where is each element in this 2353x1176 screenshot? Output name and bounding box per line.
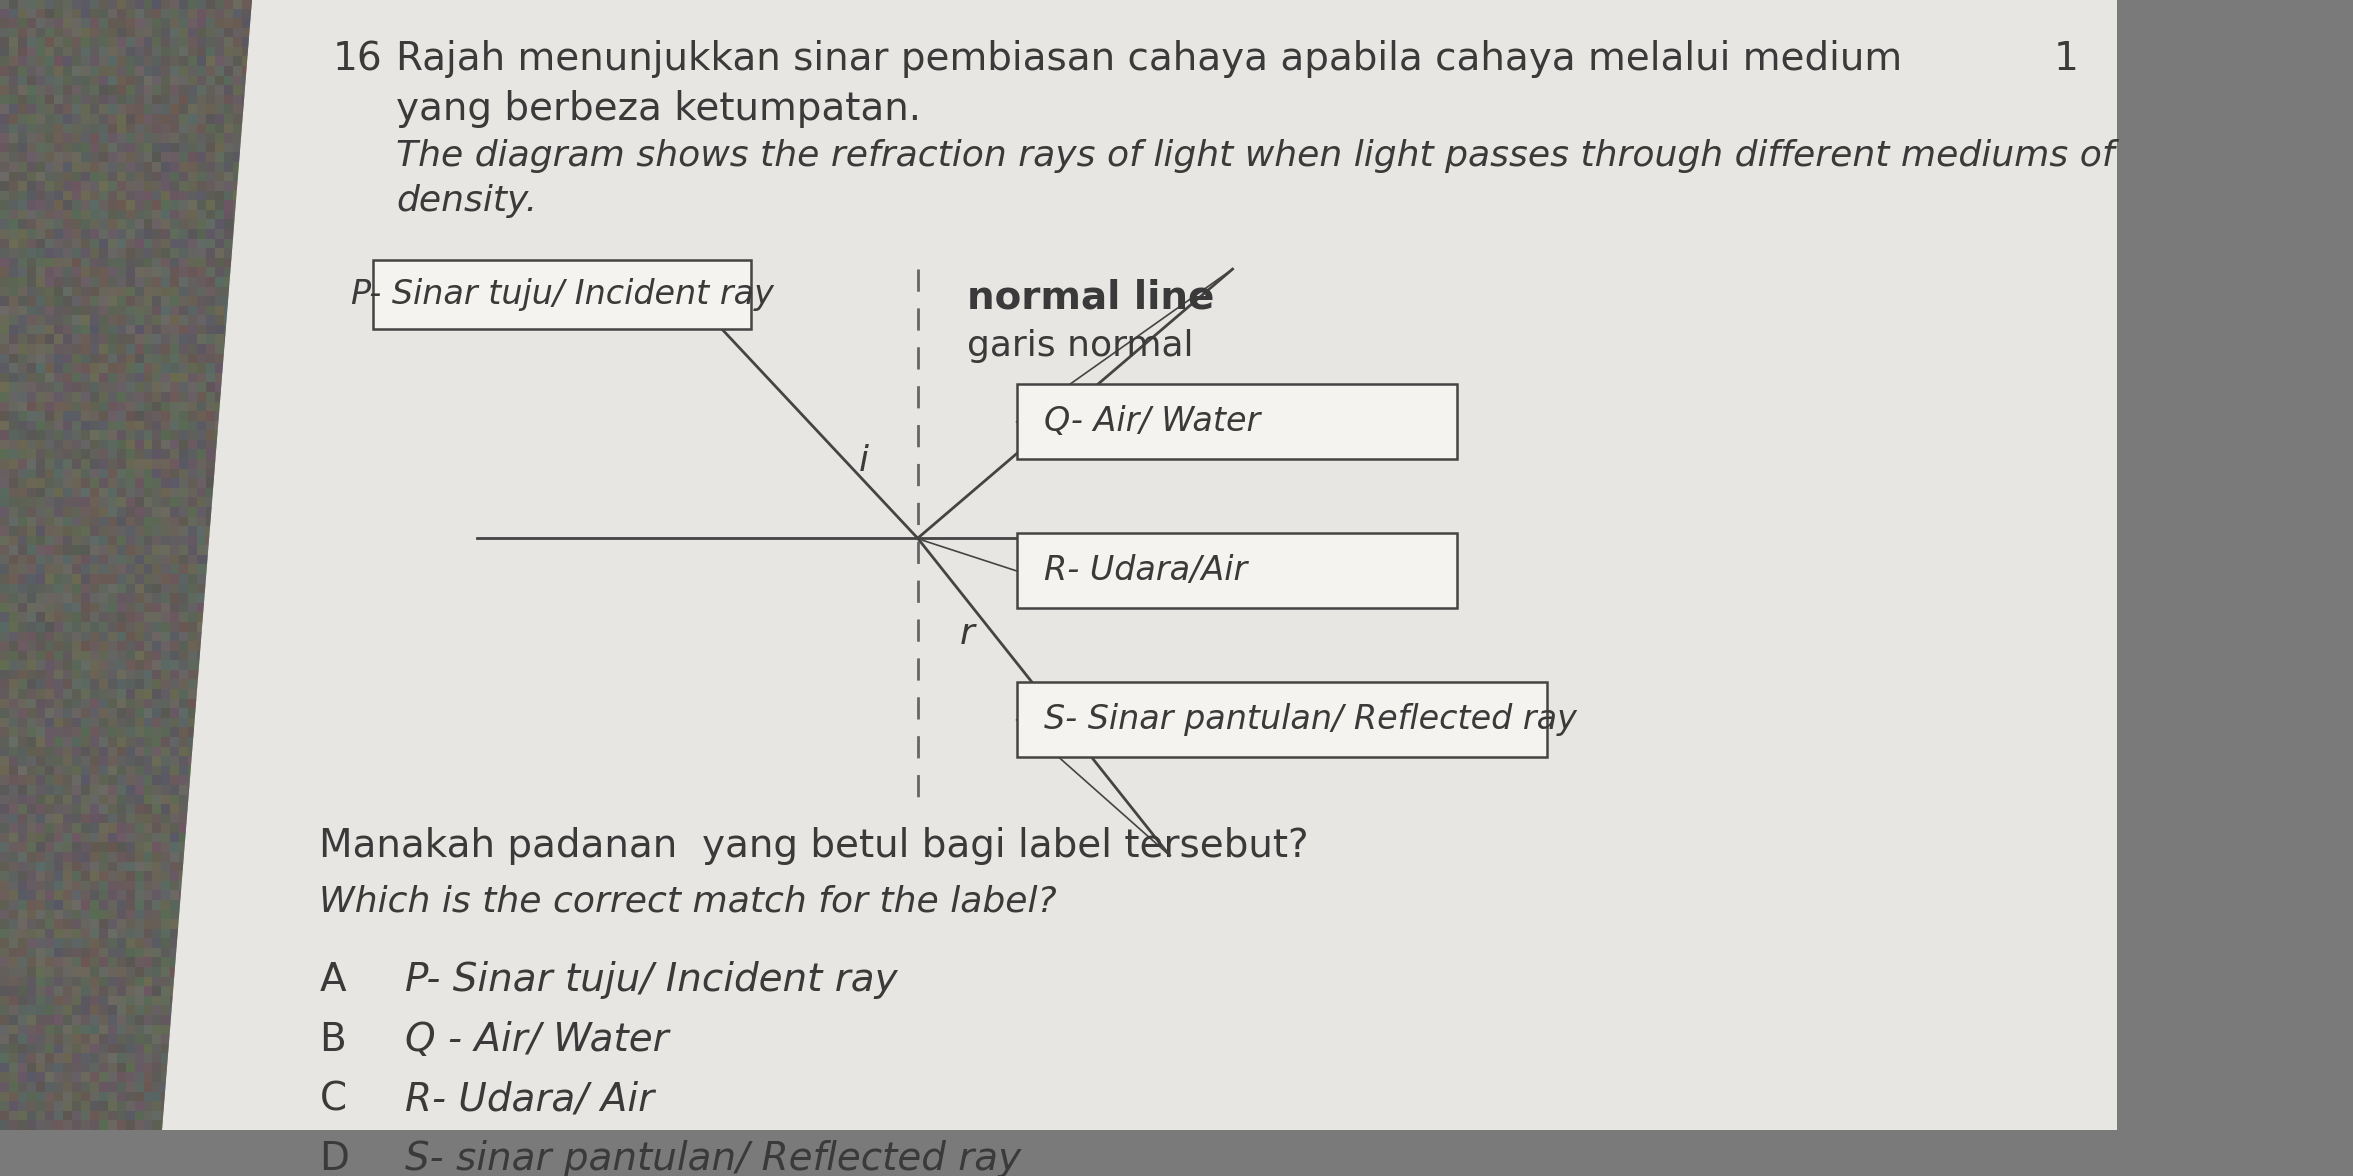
Text: S- Sinar pantulan/ Reflected ray: S- Sinar pantulan/ Reflected ray [1045,703,1577,736]
Text: garis normal: garis normal [967,329,1193,363]
Text: P- Sinar tuju/ Incident ray: P- Sinar tuju/ Incident ray [405,961,896,1000]
Text: 16: 16 [332,40,384,79]
Bar [1016,682,1548,757]
Text: Which is the correct match for the label?: Which is the correct match for the label… [320,884,1056,918]
Text: R- Udara/ Air: R- Udara/ Air [405,1081,654,1118]
Text: 1: 1 [2054,40,2078,79]
Text: P- Sinar tuju/ Incident ray: P- Sinar tuju/ Incident ray [351,278,774,310]
Bar [374,260,751,329]
Text: R- Udara/Air: R- Udara/Air [1045,554,1247,588]
Text: r: r [960,617,974,652]
Text: Manakah padanan  yang betul bagi label tersebut?: Manakah padanan yang betul bagi label te… [320,827,1308,864]
Text: B: B [320,1021,346,1058]
Text: The diagram shows the refraction rays of light when light passes through differe: The diagram shows the refraction rays of… [395,140,2115,219]
Bar [1016,385,1457,460]
Text: C: C [320,1081,346,1118]
Text: Rajah menunjukkan sinar pembiasan cahaya apabila cahaya melalui medium
yang berb: Rajah menunjukkan sinar pembiasan cahaya… [395,40,1901,128]
Text: S- sinar pantulan/ Reflected ray: S- sinar pantulan/ Reflected ray [405,1140,1021,1176]
Text: Q- Air/ Water: Q- Air/ Water [1045,406,1259,439]
Text: Q - Air/ Water: Q - Air/ Water [405,1021,668,1058]
Bar [1016,534,1457,608]
Text: D: D [320,1140,348,1176]
Text: i: i [859,445,868,479]
Text: normal line: normal line [967,279,1214,318]
Polygon shape [0,0,252,1130]
Text: A: A [320,961,346,1000]
Polygon shape [162,0,2118,1130]
